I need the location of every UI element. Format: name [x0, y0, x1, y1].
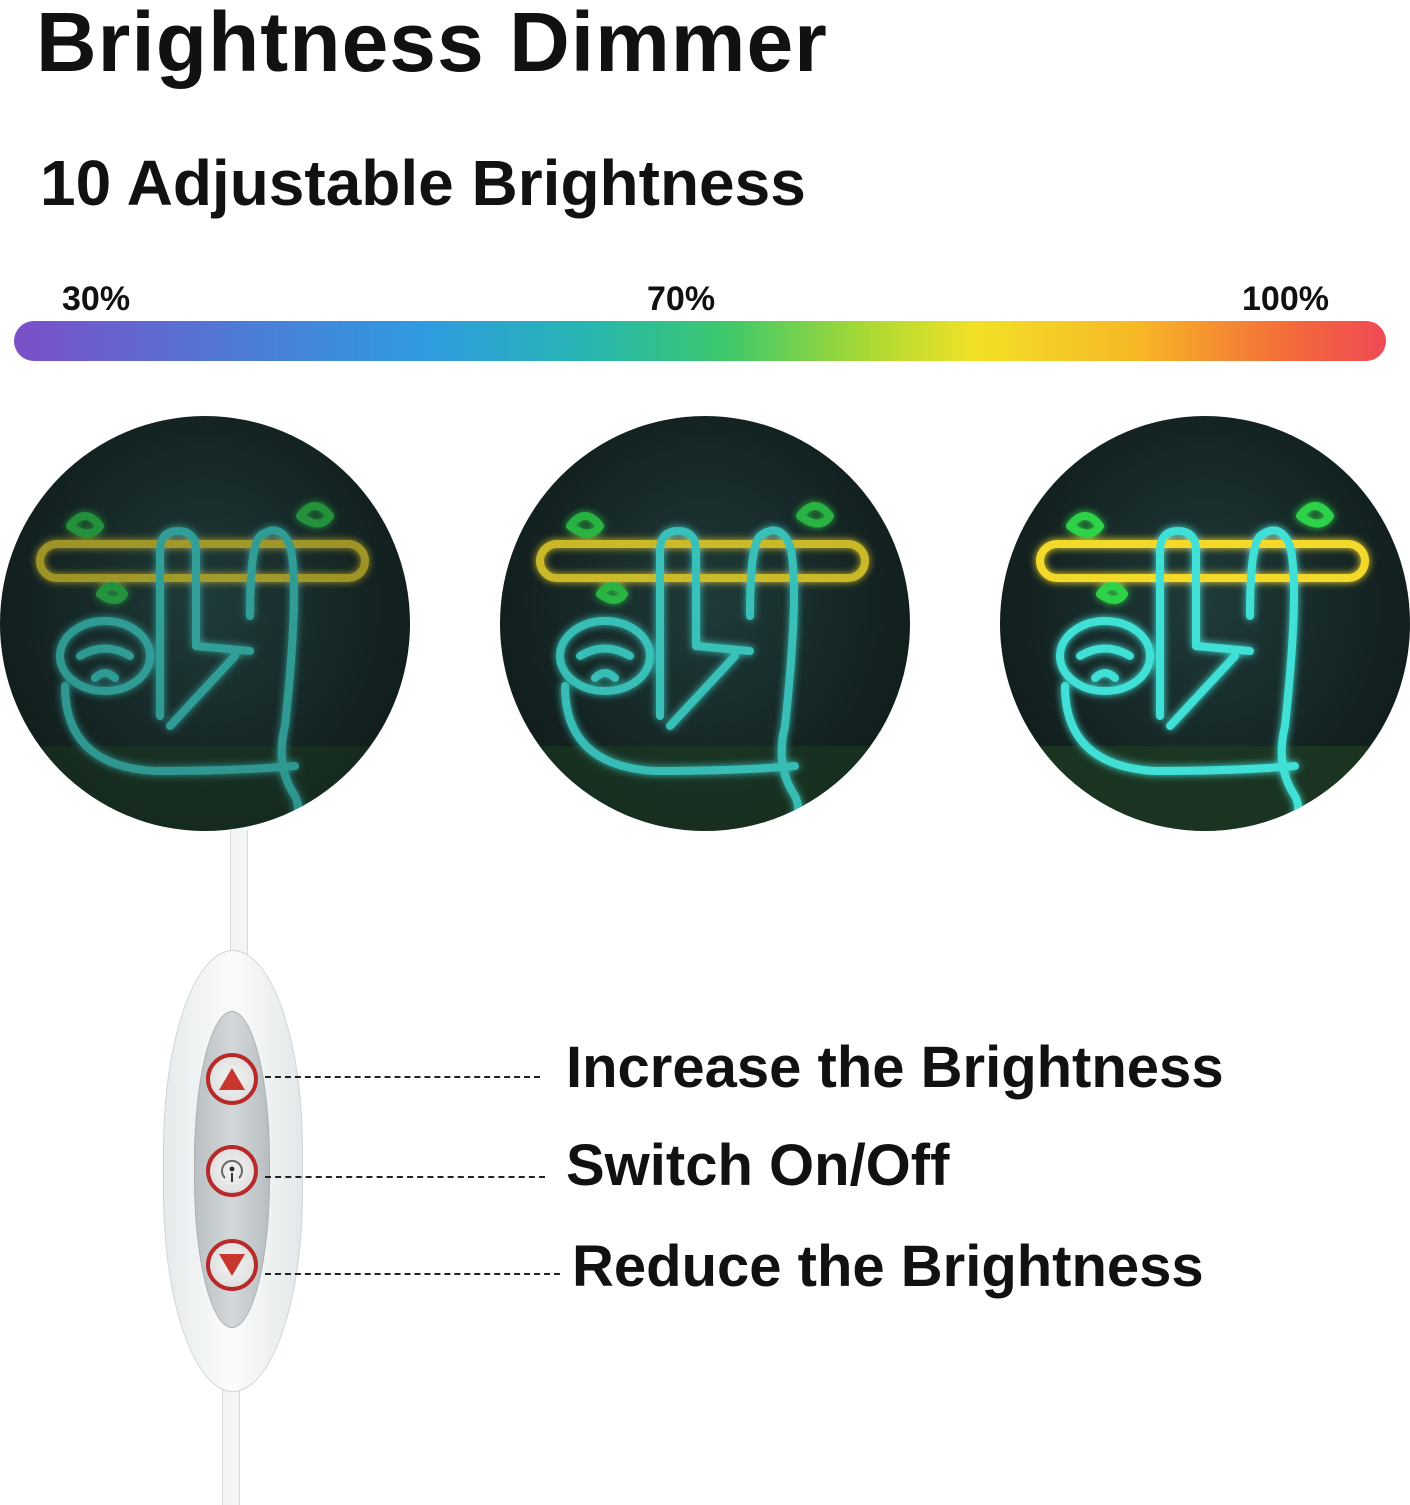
neon-sloth-sign — [1000, 416, 1410, 831]
page-title: Brightness Dimmer — [36, 0, 828, 89]
product-image-30-percent — [0, 416, 410, 831]
callout-line-increase — [265, 1076, 540, 1078]
increase-label: Increase the Brightness — [566, 1035, 1224, 1100]
cable-bottom — [222, 1385, 240, 1505]
level-label-100: 100% — [1242, 280, 1329, 318]
cable-top — [230, 830, 248, 955]
callout-line-power — [265, 1176, 545, 1178]
brightness-gradient-bar — [14, 321, 1386, 361]
neon-sloth-sign — [0, 416, 410, 831]
triangle-down-icon — [219, 1254, 245, 1276]
product-image-100-percent — [1000, 416, 1410, 831]
power-label: Switch On/Off — [566, 1133, 950, 1198]
level-label-30: 30% — [62, 280, 131, 318]
power-icon — [221, 1159, 243, 1182]
product-image-70-percent — [500, 416, 910, 831]
power-button[interactable] — [206, 1145, 258, 1197]
page-subtitle: 10 Adjustable Brightness — [40, 147, 806, 219]
triangle-up-icon — [219, 1068, 245, 1090]
decrease-label: Reduce the Brightness — [572, 1234, 1204, 1299]
increase-button[interactable] — [206, 1053, 258, 1105]
decrease-button[interactable] — [206, 1239, 258, 1291]
neon-sloth-sign — [500, 416, 910, 831]
level-label-70: 70% — [647, 280, 716, 318]
callout-line-decrease — [265, 1273, 560, 1275]
button-panel — [194, 1011, 270, 1328]
dimmer-controller — [163, 950, 303, 1392]
